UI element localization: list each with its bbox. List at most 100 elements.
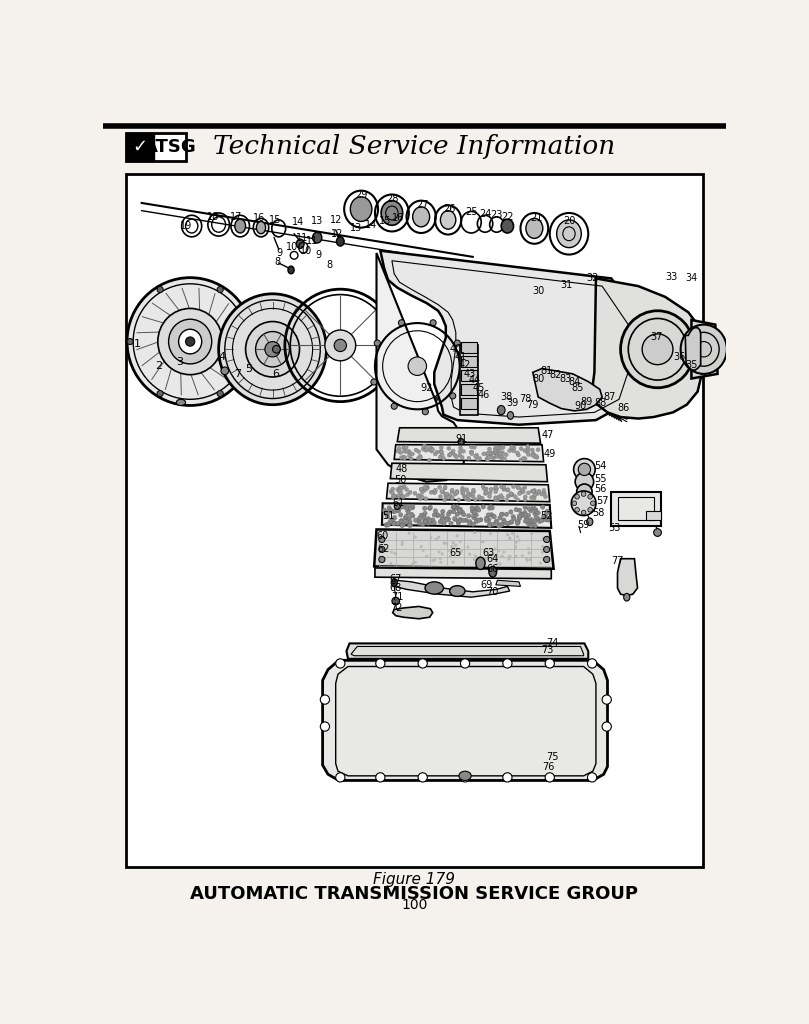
Ellipse shape — [516, 498, 519, 502]
Ellipse shape — [574, 508, 579, 512]
Bar — [461, 356, 477, 367]
Ellipse shape — [588, 508, 592, 512]
Ellipse shape — [432, 513, 437, 517]
Ellipse shape — [421, 513, 426, 517]
Ellipse shape — [388, 519, 392, 524]
Ellipse shape — [395, 508, 400, 512]
Ellipse shape — [379, 556, 385, 562]
Ellipse shape — [494, 519, 498, 523]
Ellipse shape — [406, 519, 410, 523]
Ellipse shape — [502, 551, 506, 554]
Text: 69: 69 — [481, 580, 493, 590]
Polygon shape — [533, 369, 602, 411]
Ellipse shape — [391, 579, 397, 587]
Ellipse shape — [624, 593, 630, 601]
Ellipse shape — [423, 511, 427, 516]
Text: 87: 87 — [604, 392, 616, 402]
Ellipse shape — [493, 451, 498, 455]
Ellipse shape — [498, 562, 502, 565]
Ellipse shape — [441, 490, 445, 494]
Text: 81: 81 — [540, 366, 553, 376]
Ellipse shape — [484, 492, 487, 496]
Ellipse shape — [417, 494, 421, 498]
Ellipse shape — [533, 493, 537, 497]
Polygon shape — [394, 581, 510, 597]
Polygon shape — [382, 503, 551, 528]
Ellipse shape — [510, 445, 514, 449]
Ellipse shape — [489, 513, 493, 517]
Text: 77: 77 — [612, 556, 624, 566]
Ellipse shape — [468, 519, 472, 523]
Ellipse shape — [527, 453, 531, 457]
Ellipse shape — [544, 537, 550, 543]
Ellipse shape — [453, 454, 457, 457]
Ellipse shape — [532, 489, 536, 494]
Ellipse shape — [510, 493, 514, 497]
Text: 74: 74 — [547, 638, 559, 648]
Text: 29: 29 — [356, 190, 368, 201]
Text: Technical Service Information: Technical Service Information — [213, 134, 616, 160]
Ellipse shape — [545, 509, 549, 513]
Ellipse shape — [448, 494, 452, 498]
Text: 66: 66 — [486, 563, 499, 573]
Ellipse shape — [400, 456, 404, 460]
Text: 75: 75 — [547, 753, 559, 762]
Ellipse shape — [537, 489, 540, 494]
Ellipse shape — [388, 508, 392, 512]
Ellipse shape — [179, 330, 201, 354]
Ellipse shape — [422, 444, 426, 449]
Text: 41: 41 — [455, 352, 467, 361]
Text: 10: 10 — [299, 246, 311, 256]
Ellipse shape — [530, 496, 533, 500]
Ellipse shape — [320, 722, 329, 731]
Ellipse shape — [334, 339, 346, 351]
Ellipse shape — [489, 532, 492, 536]
Text: 92: 92 — [421, 383, 433, 393]
Text: 61: 61 — [392, 499, 404, 508]
Ellipse shape — [256, 332, 290, 367]
Text: 31: 31 — [561, 280, 573, 290]
Ellipse shape — [582, 510, 586, 515]
Ellipse shape — [572, 501, 577, 506]
Ellipse shape — [419, 513, 423, 517]
Ellipse shape — [470, 452, 474, 456]
Ellipse shape — [540, 505, 544, 509]
Ellipse shape — [424, 519, 428, 523]
Ellipse shape — [405, 450, 409, 454]
Ellipse shape — [447, 517, 451, 521]
Text: 52: 52 — [540, 511, 553, 520]
Ellipse shape — [453, 493, 457, 496]
Ellipse shape — [400, 540, 404, 543]
Ellipse shape — [418, 773, 427, 782]
Ellipse shape — [460, 456, 464, 460]
Ellipse shape — [496, 445, 500, 450]
Polygon shape — [323, 660, 608, 780]
Ellipse shape — [413, 207, 430, 227]
Polygon shape — [496, 581, 520, 587]
Ellipse shape — [460, 488, 464, 493]
Ellipse shape — [452, 547, 455, 550]
Ellipse shape — [417, 521, 421, 525]
Ellipse shape — [404, 514, 409, 518]
Ellipse shape — [464, 498, 468, 501]
Text: 86: 86 — [617, 402, 629, 413]
Text: 24: 24 — [479, 209, 491, 219]
Ellipse shape — [525, 557, 528, 560]
Ellipse shape — [456, 507, 460, 511]
Ellipse shape — [424, 449, 428, 453]
Ellipse shape — [440, 513, 444, 517]
Ellipse shape — [523, 449, 527, 453]
Ellipse shape — [447, 446, 451, 451]
Ellipse shape — [447, 454, 451, 457]
Ellipse shape — [526, 451, 530, 454]
Ellipse shape — [449, 521, 453, 525]
Ellipse shape — [404, 519, 409, 523]
Ellipse shape — [515, 451, 519, 455]
Ellipse shape — [430, 450, 434, 453]
Polygon shape — [375, 568, 551, 579]
Text: 48: 48 — [396, 464, 408, 474]
Text: 7: 7 — [234, 369, 241, 379]
Ellipse shape — [434, 488, 438, 493]
Ellipse shape — [493, 449, 498, 452]
Ellipse shape — [460, 658, 470, 668]
